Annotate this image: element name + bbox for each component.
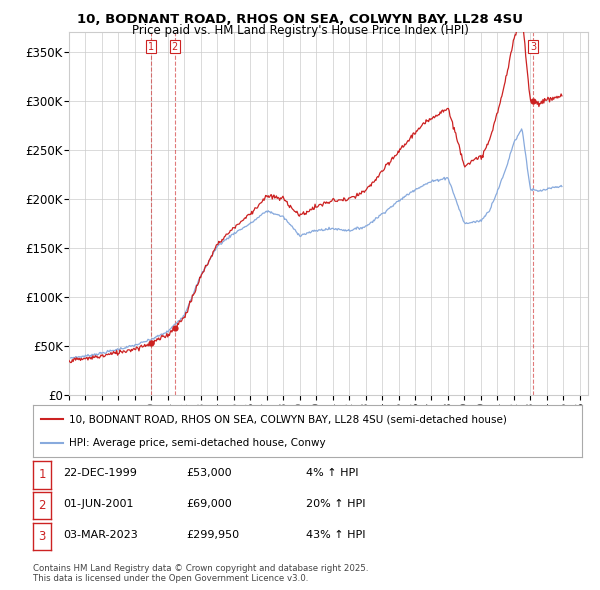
Text: 10, BODNANT ROAD, RHOS ON SEA, COLWYN BAY, LL28 4SU (semi-detached house): 10, BODNANT ROAD, RHOS ON SEA, COLWYN BA…	[68, 414, 506, 424]
Text: 03-MAR-2023: 03-MAR-2023	[63, 530, 138, 539]
Text: 1: 1	[38, 468, 46, 481]
Text: 1: 1	[148, 41, 154, 51]
Text: 2: 2	[38, 499, 46, 512]
Text: HPI: Average price, semi-detached house, Conwy: HPI: Average price, semi-detached house,…	[68, 438, 325, 448]
Text: Price paid vs. HM Land Registry's House Price Index (HPI): Price paid vs. HM Land Registry's House …	[131, 24, 469, 37]
Text: 22-DEC-1999: 22-DEC-1999	[63, 468, 137, 478]
Text: 3: 3	[530, 41, 536, 51]
Text: £299,950: £299,950	[186, 530, 239, 539]
Text: 20% ↑ HPI: 20% ↑ HPI	[306, 499, 365, 509]
Text: 2: 2	[172, 41, 178, 51]
Text: £69,000: £69,000	[186, 499, 232, 509]
Text: Contains HM Land Registry data © Crown copyright and database right 2025.
This d: Contains HM Land Registry data © Crown c…	[33, 563, 368, 583]
Text: 4% ↑ HPI: 4% ↑ HPI	[306, 468, 359, 478]
Text: 3: 3	[38, 530, 46, 543]
Text: 43% ↑ HPI: 43% ↑ HPI	[306, 530, 365, 539]
Text: 01-JUN-2001: 01-JUN-2001	[63, 499, 133, 509]
Text: 10, BODNANT ROAD, RHOS ON SEA, COLWYN BAY, LL28 4SU: 10, BODNANT ROAD, RHOS ON SEA, COLWYN BA…	[77, 13, 523, 26]
Text: £53,000: £53,000	[186, 468, 232, 478]
